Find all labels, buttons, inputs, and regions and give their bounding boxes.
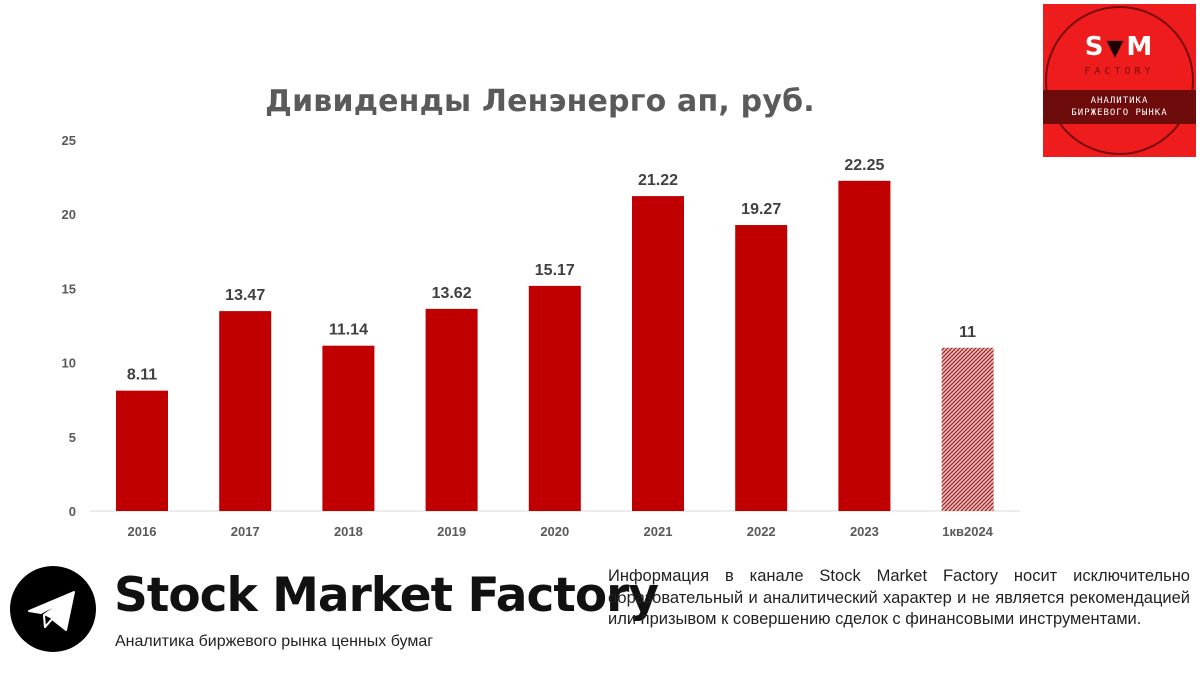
brand-logo: S▼M FACTORY АНАЛИТИКА БИРЖЕВОГО РЫНКА xyxy=(1043,4,1196,157)
y-tick-label: 5 xyxy=(69,430,76,445)
logo-band-line1: АНАЛИТИКА xyxy=(1090,96,1149,106)
brand-name: Stock Market Factory xyxy=(114,568,659,623)
y-tick-label: 20 xyxy=(62,207,76,222)
data-label: 21.22 xyxy=(638,172,678,189)
logo-letter-s: S xyxy=(1084,32,1106,62)
data-label: 15.17 xyxy=(535,262,575,279)
logo-monogram: S▼M xyxy=(1043,32,1196,62)
x-tick-label: 1кв2024 xyxy=(942,524,993,539)
data-label: 22.25 xyxy=(844,157,884,174)
disclaimer-text: Информация в канале Stock Market Factory… xyxy=(608,567,1190,628)
bar xyxy=(838,180,891,511)
data-label: 19.27 xyxy=(741,201,781,218)
x-tick-label: 2016 xyxy=(128,524,157,539)
logo-band-line2: БИРЖЕВОГО РЫНКА xyxy=(1071,108,1168,118)
data-label: 13.47 xyxy=(225,287,265,304)
x-tick-label: 2023 xyxy=(850,524,879,539)
dividends-bar-chart: 0 5 10 15 20 25 2016 2017 2018 2019 2020 2021 2022 2… xyxy=(62,133,1020,539)
logo-factory-text: FACTORY xyxy=(1084,66,1155,77)
data-label: 8.11 xyxy=(127,367,157,384)
y-tick-label: 25 xyxy=(62,133,76,148)
bar xyxy=(322,345,375,511)
data-label: 13.62 xyxy=(432,285,472,302)
x-tick-label: 2019 xyxy=(437,524,466,539)
x-tick-label: 2017 xyxy=(231,524,260,539)
x-tick-label: 2020 xyxy=(540,524,569,539)
telegram-icon[interactable] xyxy=(10,566,96,652)
bull-head-icon: ▼ xyxy=(1106,36,1126,61)
y-tick-label: 15 xyxy=(62,281,76,296)
bar xyxy=(219,311,272,511)
data-label: 11 xyxy=(959,324,976,341)
x-tick-label: 2022 xyxy=(747,524,776,539)
bar xyxy=(941,347,994,511)
bar xyxy=(632,196,684,511)
y-tick-label: 0 xyxy=(69,504,76,519)
logo-ring xyxy=(1045,6,1194,155)
bar xyxy=(735,225,788,511)
chart-title: Дивиденды Ленэнерго ап, руб. xyxy=(265,84,815,119)
brand-subtitle: Аналитика биржевого рынка ценных бумаг xyxy=(115,633,434,650)
x-tick-label: 2018 xyxy=(334,524,363,539)
data-label: 11.14 xyxy=(329,322,368,339)
bar xyxy=(425,308,478,511)
x-tick-label: 2021 xyxy=(644,524,673,539)
logo-band: АНАЛИТИКА БИРЖЕВОГО РЫНКА xyxy=(1043,90,1196,124)
y-tick-label: 10 xyxy=(62,356,76,371)
logo-letter-m: M xyxy=(1126,32,1155,62)
bar xyxy=(116,390,168,511)
bar xyxy=(528,285,581,511)
